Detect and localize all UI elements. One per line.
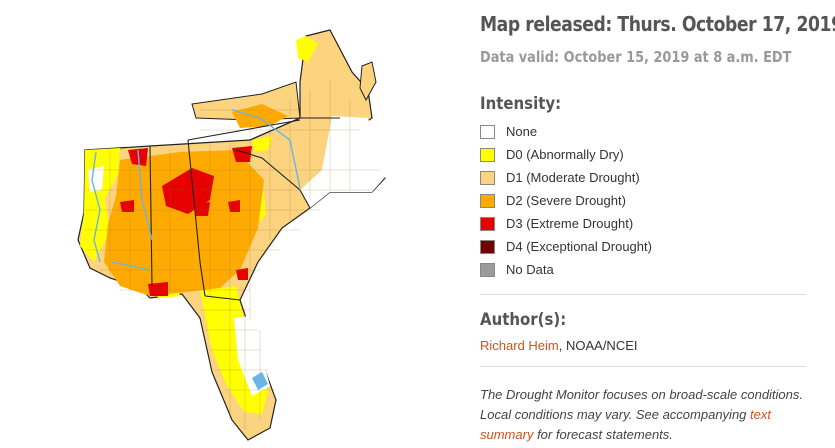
legend: None D0 (Abnormally Dry) D1 (Moderate Drou…	[480, 120, 652, 281]
legend-item: No Data	[480, 258, 652, 281]
legend-item: None	[480, 120, 652, 143]
footnote: The Drought Monitor focuses on broad-sca…	[480, 385, 810, 445]
divider	[480, 366, 806, 367]
footnote-text: The Drought Monitor focuses on broad-sca…	[480, 387, 804, 422]
region-delmarva	[359, 61, 377, 102]
legend-label: None	[506, 124, 538, 139]
legend-label: D1 (Moderate Drought)	[506, 170, 640, 185]
legend-label: D3 (Extreme Drought)	[506, 216, 634, 231]
author-affiliation: , NOAA/NCEI	[558, 338, 638, 353]
legend-swatch	[480, 124, 495, 139]
legend-swatch	[480, 170, 495, 185]
drought-map	[77, 29, 386, 441]
legend-swatch	[480, 216, 495, 231]
legend-label: No Data	[506, 262, 554, 277]
intensity-heading: Intensity:	[480, 94, 562, 114]
author-link[interactable]: Richard Heim	[480, 338, 559, 353]
legend-label: D2 (Severe Drought)	[506, 193, 626, 208]
legend-label: D0 (Abnormally Dry)	[506, 147, 624, 162]
legend-swatch	[480, 193, 495, 208]
legend-swatch	[480, 239, 495, 254]
divider	[480, 294, 806, 295]
rivers	[91, 109, 301, 271]
data-valid-date: Data valid: October 15, 2019 at 8 a.m. E…	[480, 48, 792, 66]
authors-heading: Author(s):	[480, 310, 567, 330]
footnote-text-end: for forecast statements.	[533, 427, 673, 442]
legend-swatch	[480, 262, 495, 277]
legend-label: D4 (Exceptional Drought)	[506, 239, 652, 254]
lake-okeechobee	[252, 372, 268, 390]
page-title: Map released: Thurs. October 17, 2019	[480, 12, 835, 36]
county-lines	[84, 80, 380, 430]
info-panel: Map released: Thurs. October 17, 2019 Da…	[480, 0, 835, 448]
legend-swatch	[480, 147, 495, 162]
legend-item: D1 (Moderate Drought)	[480, 166, 652, 189]
author-line: Richard Heim, NOAA/NCEI	[480, 338, 638, 353]
legend-item: D3 (Extreme Drought)	[480, 212, 652, 235]
legend-item: D2 (Severe Drought)	[480, 189, 652, 212]
legend-item: D0 (Abnormally Dry)	[480, 143, 652, 166]
legend-item: D4 (Exceptional Drought)	[480, 235, 652, 258]
text-summary-link[interactable]: text summary	[480, 407, 771, 442]
